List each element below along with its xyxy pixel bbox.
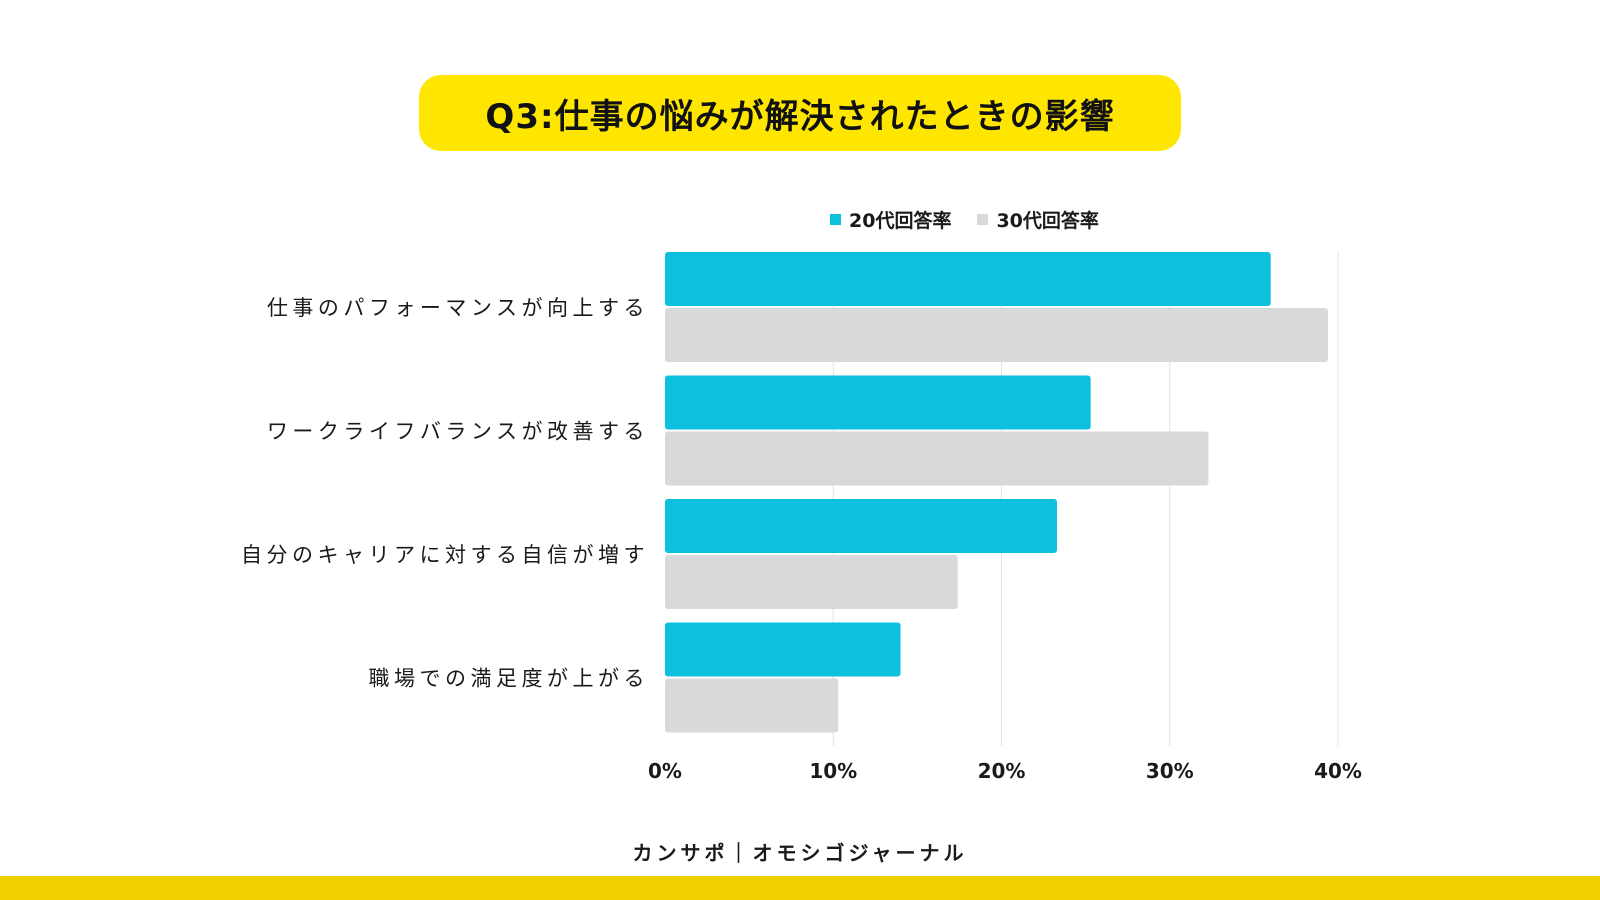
- bar-30s: [665, 431, 1209, 486]
- category-label: 職場での満足度が上がる: [369, 667, 650, 691]
- legend-item-20s: 20代回答率: [830, 206, 951, 233]
- footer-credit: カンサポ｜オモシゴジャーナル: [632, 841, 968, 865]
- bar-20s: [665, 252, 1271, 306]
- category-label: 自分のキャリアに対する自信が増す: [241, 543, 649, 567]
- category-label: ワークライフバランスが改善する: [267, 420, 649, 444]
- x-tick-label: 30%: [1146, 759, 1194, 783]
- legend-label-20s: 20代回答率: [849, 209, 952, 232]
- legend-swatch-30s: [977, 213, 989, 225]
- bar-20s: [665, 375, 1091, 430]
- legend-label-30s: 30代回答率: [996, 209, 1099, 232]
- title-banner: Q3:仕事の悩みが解決されたときの影響: [419, 75, 1181, 151]
- bar-20s: [665, 499, 1058, 553]
- x-tick-label: 40%: [1314, 759, 1362, 783]
- category-label: 仕事のパフォーマンスが向上する: [267, 296, 649, 320]
- x-tick-label: 20%: [978, 759, 1026, 783]
- x-tick-label: 10%: [809, 759, 857, 783]
- bar-20s: [665, 622, 901, 677]
- bar-30s: [665, 555, 958, 609]
- footer-bar: [0, 876, 1600, 900]
- bar-30s: [665, 308, 1328, 362]
- legend-swatch-20s: [830, 213, 841, 225]
- x-tick-label: 0%: [648, 759, 682, 783]
- chart-title: Q3:仕事の悩みが解決されたときの影響: [485, 96, 1115, 137]
- bar-30s: [665, 678, 839, 733]
- chart-legend: 20代回答率 30代回答率: [830, 204, 1099, 234]
- legend-item-30s: 30代回答率: [977, 206, 1099, 233]
